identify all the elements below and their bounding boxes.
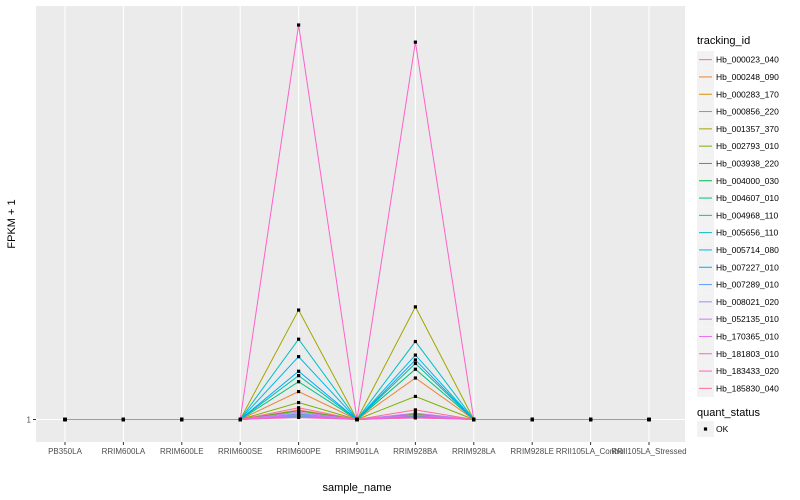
data-point xyxy=(472,417,476,422)
x-axis-title: sample_name xyxy=(322,482,391,494)
data-point xyxy=(413,305,417,309)
point-legend-title: quant_status xyxy=(697,407,760,419)
data-points xyxy=(63,23,651,422)
data-point xyxy=(121,417,125,422)
data-point xyxy=(238,417,242,422)
legend-label: Hb_005656_110 xyxy=(716,228,779,238)
data-point xyxy=(297,355,301,359)
legend-label: Hb_007289_010 xyxy=(716,280,779,290)
data-point xyxy=(297,374,301,378)
data-point xyxy=(413,353,417,357)
data-point xyxy=(413,358,417,362)
x-tick-label: RRII105LA_Stressed xyxy=(611,447,686,456)
data-point xyxy=(297,400,301,405)
data-point xyxy=(413,376,417,380)
legend-label: Hb_002793_010 xyxy=(716,141,779,151)
data-point xyxy=(647,417,651,422)
x-tick-label: RRIM928BA xyxy=(393,447,438,456)
data-point xyxy=(297,380,301,384)
legend-label: Hb_001357_370 xyxy=(716,124,779,134)
data-point xyxy=(297,308,301,312)
y-axis-ticks: 1 xyxy=(27,416,36,425)
legend-label: Hb_008021_020 xyxy=(716,297,779,307)
legend-label: Hb_185830_040 xyxy=(716,383,779,393)
data-point xyxy=(297,23,301,27)
data-point xyxy=(180,417,184,422)
data-point xyxy=(297,406,301,410)
data-point xyxy=(413,416,417,420)
data-point xyxy=(413,339,417,344)
data-point xyxy=(297,413,301,417)
legend-label: Hb_004607_010 xyxy=(716,193,779,203)
x-tick-label: RRIM600SE xyxy=(218,447,262,456)
data-point xyxy=(63,417,67,422)
legend-label: Hb_052135_010 xyxy=(716,314,779,324)
legend-label: Hb_003938_220 xyxy=(716,158,779,168)
x-tick-label: RRIM600PE xyxy=(276,447,320,456)
x-tick-label: RRIM600LA xyxy=(102,447,146,456)
legend-label: Hb_004000_030 xyxy=(716,176,779,186)
plot-panel xyxy=(36,6,685,442)
legend-label: Hb_000023_040 xyxy=(716,55,779,65)
x-axis-ticks: PB350LA RRIM600LA RRIM600LE RRIM600SE RRIM60… xyxy=(48,442,687,456)
legend-label: Hb_000856_220 xyxy=(716,107,779,117)
data-point xyxy=(413,413,417,418)
x-tick-label: RRIM600LE xyxy=(160,447,204,456)
legend-label: Hb_170365_010 xyxy=(716,331,779,341)
legend: tracking_id quant_status OK Hb_000023_04… xyxy=(697,35,779,437)
legend-label: Hb_004968_110 xyxy=(716,210,779,220)
legend-label: Hb_183433_020 xyxy=(716,366,779,376)
point-legend-label: OK xyxy=(716,424,729,434)
legend-label: Hb_000248_090 xyxy=(716,72,779,82)
x-tick-label: RRII105LA_Control xyxy=(556,447,626,456)
data-point xyxy=(297,389,301,394)
data-point xyxy=(297,369,301,373)
data-point xyxy=(413,367,417,371)
legend-label: Hb_181803_010 xyxy=(716,349,779,359)
data-point xyxy=(413,40,417,44)
data-point xyxy=(530,417,534,422)
data-point xyxy=(413,361,417,366)
legend-label: Hb_005714_080 xyxy=(716,245,779,255)
y-tick-label: 1 xyxy=(27,416,32,425)
x-tick-label: RRIM901LA xyxy=(335,447,379,456)
point-legend-marker xyxy=(703,427,708,431)
data-point xyxy=(297,337,301,341)
y-axis-title: FPKM + 1 xyxy=(6,199,18,248)
data-point xyxy=(589,417,593,422)
data-point xyxy=(355,417,359,422)
legend-label: Hb_007227_010 xyxy=(716,262,779,272)
x-tick-label: RRIM928LE xyxy=(510,447,554,456)
data-point xyxy=(297,415,301,420)
legend-label: Hb_000283_170 xyxy=(716,89,779,99)
x-tick-label: PB350LA xyxy=(48,447,82,456)
data-point xyxy=(413,411,417,415)
data-point xyxy=(413,394,417,399)
data-point xyxy=(297,410,301,414)
data-point xyxy=(413,408,417,412)
x-tick-label: RRIM928LA xyxy=(452,447,496,456)
legend-title: tracking_id xyxy=(697,35,750,47)
